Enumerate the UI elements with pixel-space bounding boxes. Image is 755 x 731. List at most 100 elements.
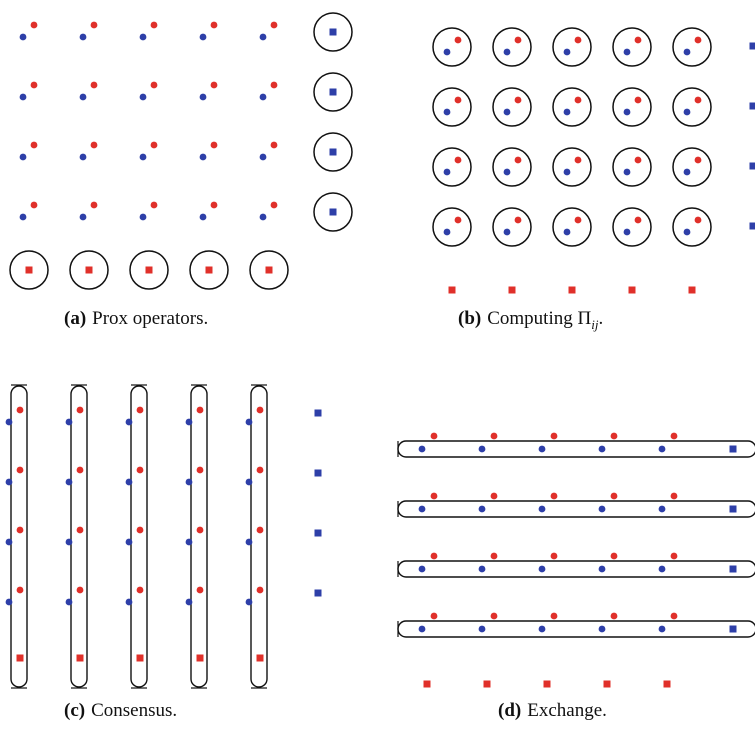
b-row-square-0 (749, 42, 755, 50)
c-blue-dot-1-4 (245, 478, 253, 486)
b-ring-3-0 (432, 207, 472, 247)
d-red-dot-0-4 (670, 432, 678, 440)
c-blue-dot-0-4 (245, 418, 253, 426)
c-column-loop-2 (130, 385, 148, 688)
a-red-dot-2-3 (210, 141, 218, 149)
b-red-dot-1-0 (454, 96, 462, 104)
a-blue-dot-3-2 (139, 213, 147, 221)
d-red-dot-1-2 (550, 492, 558, 500)
c-red-dot-2-2 (136, 526, 144, 534)
a-blue-dot-1-1 (79, 93, 87, 101)
a-blue-dot-1-0 (19, 93, 27, 101)
d-red-dot-0-2 (550, 432, 558, 440)
b-red-dot-3-4 (694, 216, 702, 224)
a-col-ring-0 (9, 250, 49, 290)
d-red-dot-1-0 (430, 492, 438, 500)
b-blue-dot-1-2 (563, 108, 571, 116)
d-red-dot-2-0 (430, 552, 438, 560)
c-red-dot-2-3 (196, 526, 204, 534)
b-blue-dot-1-1 (503, 108, 511, 116)
d-row-square-1 (729, 505, 737, 513)
d-row-square-2 (729, 565, 737, 573)
a-blue-dot-2-2 (139, 153, 147, 161)
c-blue-dot-0-1 (65, 418, 73, 426)
caption-b-tag: (b) (458, 308, 482, 329)
caption-a-tag: (a) (64, 308, 87, 329)
a-red-dot-1-0 (30, 81, 38, 89)
a-row-ring-0 (313, 12, 353, 52)
c-row-square-2 (314, 529, 322, 537)
b-row-square-1 (749, 102, 755, 110)
a-col-square-2 (145, 266, 153, 274)
a-red-dot-3-4 (270, 201, 278, 209)
caption-d-tag: (d) (498, 700, 522, 721)
c-blue-dot-3-0 (5, 598, 13, 606)
caption-b-symbol: Π (577, 308, 592, 329)
b-ring-2-2 (552, 147, 592, 187)
d-col-square-4 (663, 680, 671, 688)
d-red-dot-3-4 (670, 612, 678, 620)
a-red-dot-3-3 (210, 201, 218, 209)
b-col-square-0 (448, 286, 456, 294)
a-blue-dot-3-0 (19, 213, 27, 221)
d-blue-dot-2-3 (598, 565, 606, 573)
a-col-ring-2 (129, 250, 169, 290)
a-red-dot-0-1 (90, 21, 98, 29)
b-ring-3-4 (672, 207, 712, 247)
c-red-dot-1-4 (256, 466, 264, 474)
d-col-square-0 (423, 680, 431, 688)
c-blue-dot-3-4 (245, 598, 253, 606)
b-red-dot-1-2 (574, 96, 582, 104)
a-row-square-0 (329, 28, 337, 36)
c-red-dot-0-2 (136, 406, 144, 414)
b-red-dot-0-1 (514, 36, 522, 44)
a-blue-dot-1-2 (139, 93, 147, 101)
a-blue-dot-2-0 (19, 153, 27, 161)
a-blue-dot-3-3 (199, 213, 207, 221)
a-red-dot-2-4 (270, 141, 278, 149)
c-red-dot-0-4 (256, 406, 264, 414)
a-red-dot-3-0 (30, 201, 38, 209)
d-row-loop-1 (397, 500, 755, 518)
b-red-dot-1-1 (514, 96, 522, 104)
d-red-dot-3-1 (490, 612, 498, 620)
b-ring-0-3 (612, 27, 652, 67)
b-col-square-1 (508, 286, 516, 294)
a-blue-dot-0-3 (199, 33, 207, 41)
b-red-dot-2-0 (454, 156, 462, 164)
d-blue-dot-3-3 (598, 625, 606, 633)
b-ring-1-2 (552, 87, 592, 127)
c-red-dot-2-4 (256, 526, 264, 534)
a-col-square-3 (205, 266, 213, 274)
c-blue-dot-2-1 (65, 538, 73, 546)
d-red-dot-0-3 (610, 432, 618, 440)
d-red-dot-1-3 (610, 492, 618, 500)
b-ring-3-3 (612, 207, 652, 247)
d-blue-dot-3-2 (538, 625, 546, 633)
caption-d: (d) Exchange. (498, 700, 607, 722)
a-blue-dot-3-1 (79, 213, 87, 221)
c-blue-dot-2-4 (245, 538, 253, 546)
c-blue-dot-1-3 (185, 478, 193, 486)
d-row-loop-2 (397, 560, 755, 578)
b-col-square-2 (568, 286, 576, 294)
d-col-square-1 (483, 680, 491, 688)
c-blue-dot-3-3 (185, 598, 193, 606)
c-column-loop-4 (250, 385, 268, 688)
c-blue-dot-3-2 (125, 598, 133, 606)
c-blue-dot-2-3 (185, 538, 193, 546)
c-red-dot-1-2 (136, 466, 144, 474)
caption-d-text: Exchange. (527, 700, 607, 721)
b-blue-dot-1-0 (443, 108, 451, 116)
a-red-dot-0-3 (210, 21, 218, 29)
b-red-dot-2-3 (634, 156, 642, 164)
b-ring-2-0 (432, 147, 472, 187)
d-red-dot-2-2 (550, 552, 558, 560)
b-col-square-3 (628, 286, 636, 294)
b-ring-1-4 (672, 87, 712, 127)
b-red-dot-3-3 (634, 216, 642, 224)
c-row-square-3 (314, 589, 322, 597)
caption-b-subscript: ij (591, 316, 599, 332)
a-row-square-3 (329, 208, 337, 216)
b-blue-dot-0-1 (503, 48, 511, 56)
